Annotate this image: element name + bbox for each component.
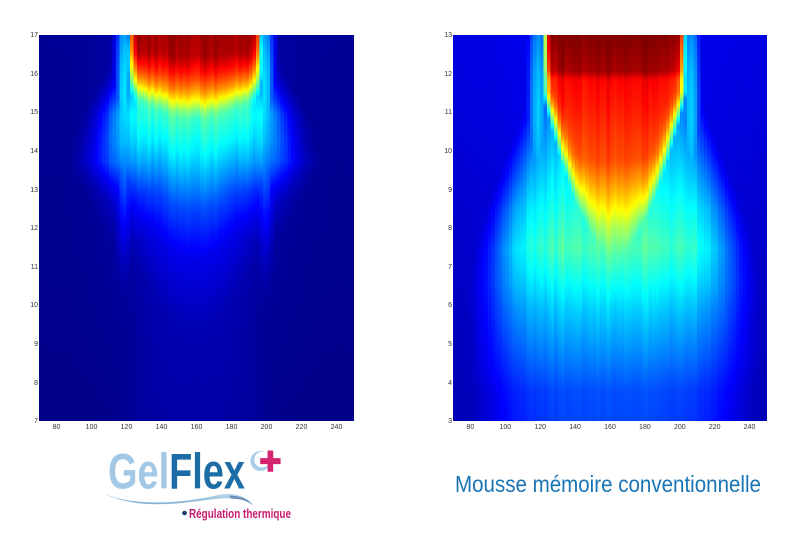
svg-text:GelFlex: GelFlex	[108, 444, 245, 500]
svg-text:Régulation thermique: Régulation thermique	[189, 506, 291, 521]
